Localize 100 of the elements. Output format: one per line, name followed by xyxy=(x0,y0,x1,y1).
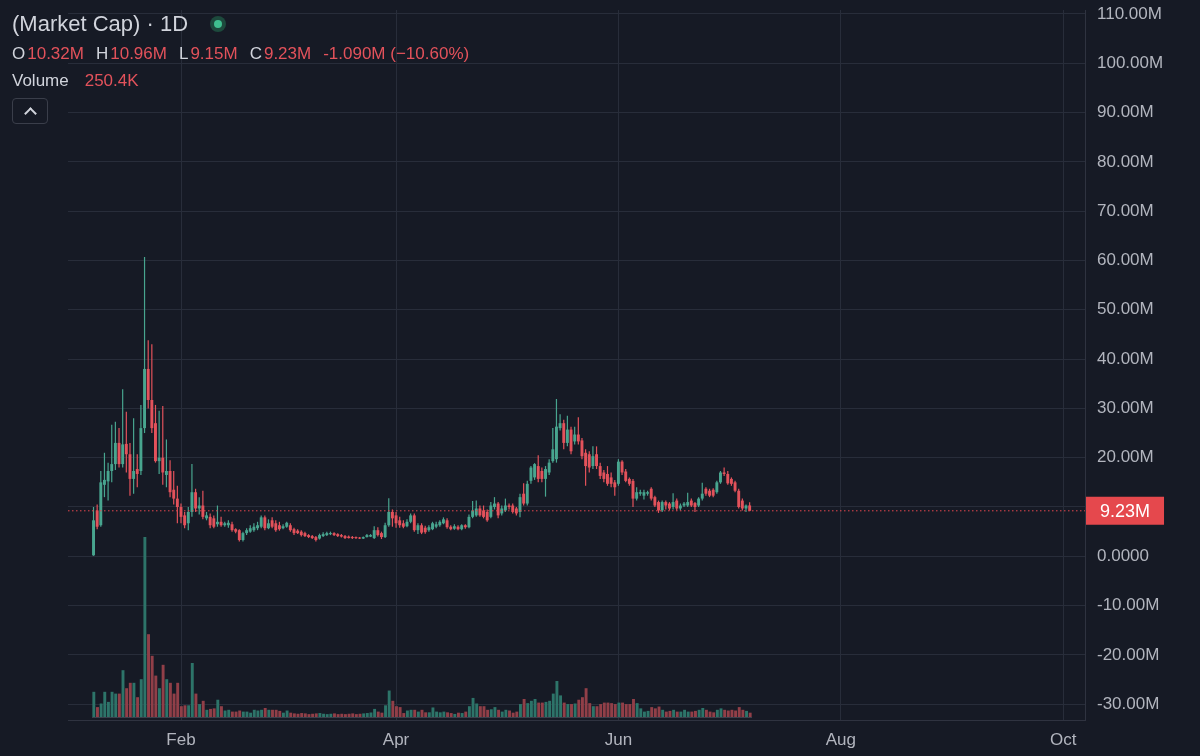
bar xyxy=(693,710,697,717)
bar xyxy=(416,711,420,717)
bar xyxy=(270,709,274,717)
y-tick-label: -30.00M xyxy=(1097,693,1160,713)
bar xyxy=(748,712,752,717)
bar xyxy=(525,703,529,717)
bar xyxy=(157,688,161,717)
bar xyxy=(216,699,219,717)
bar xyxy=(161,664,165,717)
candlestick xyxy=(256,521,260,531)
candlestick xyxy=(591,446,595,470)
bar xyxy=(405,710,409,717)
candlestick xyxy=(205,511,208,521)
bar xyxy=(642,711,646,717)
bar xyxy=(281,712,285,717)
bar xyxy=(704,709,708,717)
y-tick-label: 0.0000 xyxy=(1097,545,1149,565)
bar xyxy=(635,703,639,717)
bar xyxy=(168,682,172,717)
x-tick-label: Aug xyxy=(825,729,856,749)
y-tick-label: 60.00M xyxy=(1097,250,1154,270)
bar xyxy=(376,711,380,717)
bar xyxy=(566,704,569,717)
bar xyxy=(113,693,117,717)
bar xyxy=(369,712,373,717)
bar xyxy=(511,712,515,717)
bar xyxy=(329,713,332,717)
bar xyxy=(522,699,526,717)
candlestick xyxy=(416,523,420,535)
bar xyxy=(350,713,354,717)
bar xyxy=(267,709,270,717)
y-tick-label: 20.00M xyxy=(1097,447,1154,467)
bar xyxy=(730,709,734,717)
candlestick xyxy=(92,507,95,556)
bar xyxy=(624,704,628,717)
bar xyxy=(292,713,296,717)
bar xyxy=(132,682,136,717)
bar xyxy=(164,679,168,717)
bar xyxy=(569,704,573,717)
bar xyxy=(701,708,704,717)
bar xyxy=(102,691,106,717)
y-tick-label: 40.00M xyxy=(1097,348,1154,368)
bar xyxy=(226,709,230,717)
annotation: L9.15M xyxy=(178,43,238,63)
y-tick-label: 100.00M xyxy=(1097,52,1164,72)
bar xyxy=(387,690,391,717)
ref-line-label: 9.23M xyxy=(1100,500,1151,521)
bar xyxy=(117,693,121,717)
bar xyxy=(219,706,223,717)
bar xyxy=(682,709,686,717)
candlestick xyxy=(544,466,547,497)
bar xyxy=(711,712,715,717)
candlestick xyxy=(482,505,486,519)
x-tick-label: Apr xyxy=(382,729,410,749)
bar xyxy=(577,699,580,717)
bar xyxy=(278,710,281,717)
bar xyxy=(135,697,139,717)
y-tick-label: -10.00M xyxy=(1097,595,1160,615)
candlestick xyxy=(595,446,599,470)
bar xyxy=(733,710,737,717)
bar xyxy=(365,713,369,717)
bar xyxy=(584,688,588,717)
x-tick-label: Feb xyxy=(166,729,196,749)
bar xyxy=(303,713,307,717)
y-tick-label: 80.00M xyxy=(1097,151,1154,171)
x-tick-label: Jun xyxy=(604,729,633,749)
bar xyxy=(529,700,533,717)
bar xyxy=(340,713,343,717)
bar xyxy=(540,702,544,717)
y-tick-label: -20.00M xyxy=(1097,644,1160,664)
bar xyxy=(690,711,693,717)
bar xyxy=(737,707,741,717)
bar xyxy=(201,700,205,717)
bar xyxy=(679,711,683,717)
bar xyxy=(653,708,657,717)
annotation: O10.32M xyxy=(12,43,84,63)
candlestick xyxy=(267,519,270,530)
bar xyxy=(726,710,730,717)
bar xyxy=(318,713,322,717)
candlestick xyxy=(642,489,646,500)
bar xyxy=(343,714,347,717)
bar xyxy=(263,708,267,717)
bar xyxy=(212,708,216,717)
bar xyxy=(197,704,201,717)
bar xyxy=(489,709,493,717)
chart-title: (Market Cap) · 1D xyxy=(12,11,189,37)
bar xyxy=(314,713,318,717)
bar xyxy=(128,682,132,717)
candlestick xyxy=(281,524,285,530)
bar xyxy=(256,710,260,717)
y-tick-label: 90.00M xyxy=(1097,102,1154,122)
candlestick xyxy=(365,534,369,538)
y-tick-label: 110.00M xyxy=(1097,3,1162,23)
bar xyxy=(460,713,464,717)
bar xyxy=(518,704,522,717)
bar xyxy=(478,706,482,717)
annotation: C9.23M xyxy=(249,43,312,63)
candlestick xyxy=(219,516,223,527)
bar xyxy=(92,691,95,717)
bar xyxy=(431,707,435,717)
